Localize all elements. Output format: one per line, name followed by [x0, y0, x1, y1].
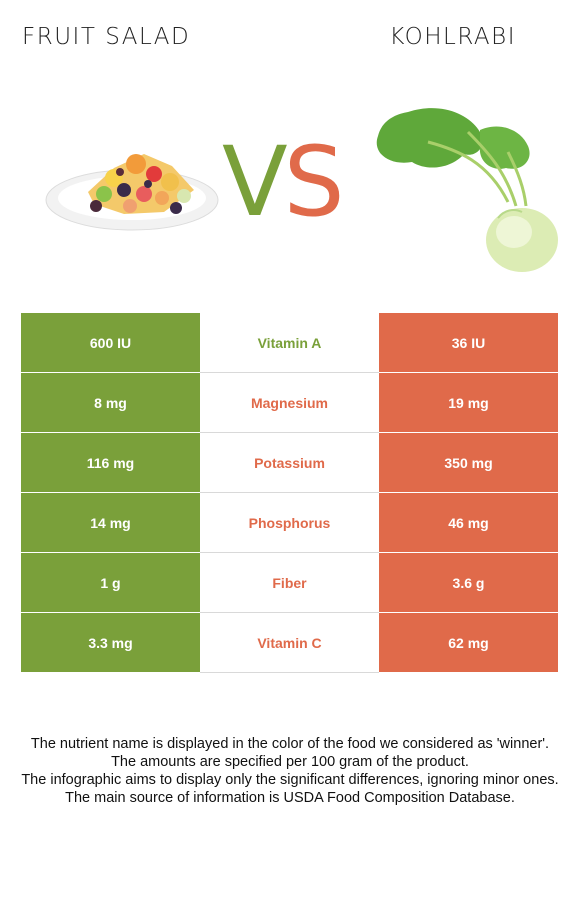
right-food-title: KOHLRABI [389, 24, 516, 50]
nutrient-name: Phosphorus [200, 493, 379, 553]
footer-notes: The nutrient name is displayed in the co… [12, 735, 568, 807]
kohlrabi-image [376, 108, 558, 272]
table-row: 3.3 mg Vitamin C 62 mg [21, 613, 558, 673]
footer-line: The main source of information is USDA F… [65, 790, 515, 806]
nutrient-name: Magnesium [200, 373, 379, 433]
right-value: 62 mg [379, 613, 558, 673]
right-value: 46 mg [379, 493, 558, 553]
footer-line: The infographic aims to display only the… [21, 772, 559, 788]
left-value: 1 g [21, 553, 200, 613]
right-value: 3.6 g [379, 553, 558, 613]
vs-v-letter: V [222, 126, 288, 238]
right-value: 19 mg [379, 373, 558, 433]
left-value: 3.3 mg [21, 613, 200, 673]
left-value: 8 mg [21, 373, 200, 433]
left-food-title: FRUIT SALAD [22, 24, 191, 50]
nutrient-name: Vitamin A [200, 313, 379, 373]
table-row: 600 IU Vitamin A 36 IU [21, 313, 558, 373]
footer-line: The nutrient name is displayed in the co… [30, 736, 550, 752]
nutrient-name: Potassium [200, 433, 379, 493]
vs-s-letter: S [283, 126, 345, 238]
footer-line: The amounts are specified per 100 gram o… [111, 754, 469, 770]
table-row: 116 mg Potassium 350 mg [21, 433, 558, 493]
right-value: 350 mg [379, 433, 558, 493]
left-value: 600 IU [21, 313, 200, 373]
table-row: 14 mg Phosphorus 46 mg [21, 493, 558, 553]
right-value: 36 IU [379, 313, 558, 373]
vs-label: VS [222, 134, 345, 230]
nutrient-name: Vitamin C [200, 613, 379, 673]
left-value: 116 mg [21, 433, 200, 493]
left-value: 14 mg [21, 493, 200, 553]
nutrient-comparison-table: 600 IU Vitamin A 36 IU 8 mg Magnesium 19… [21, 313, 558, 673]
nutrient-name: Fiber [200, 553, 379, 613]
table-row: 1 g Fiber 3.6 g [21, 553, 558, 613]
table-row: 8 mg Magnesium 19 mg [21, 373, 558, 433]
fruit-salad-image [45, 154, 219, 231]
